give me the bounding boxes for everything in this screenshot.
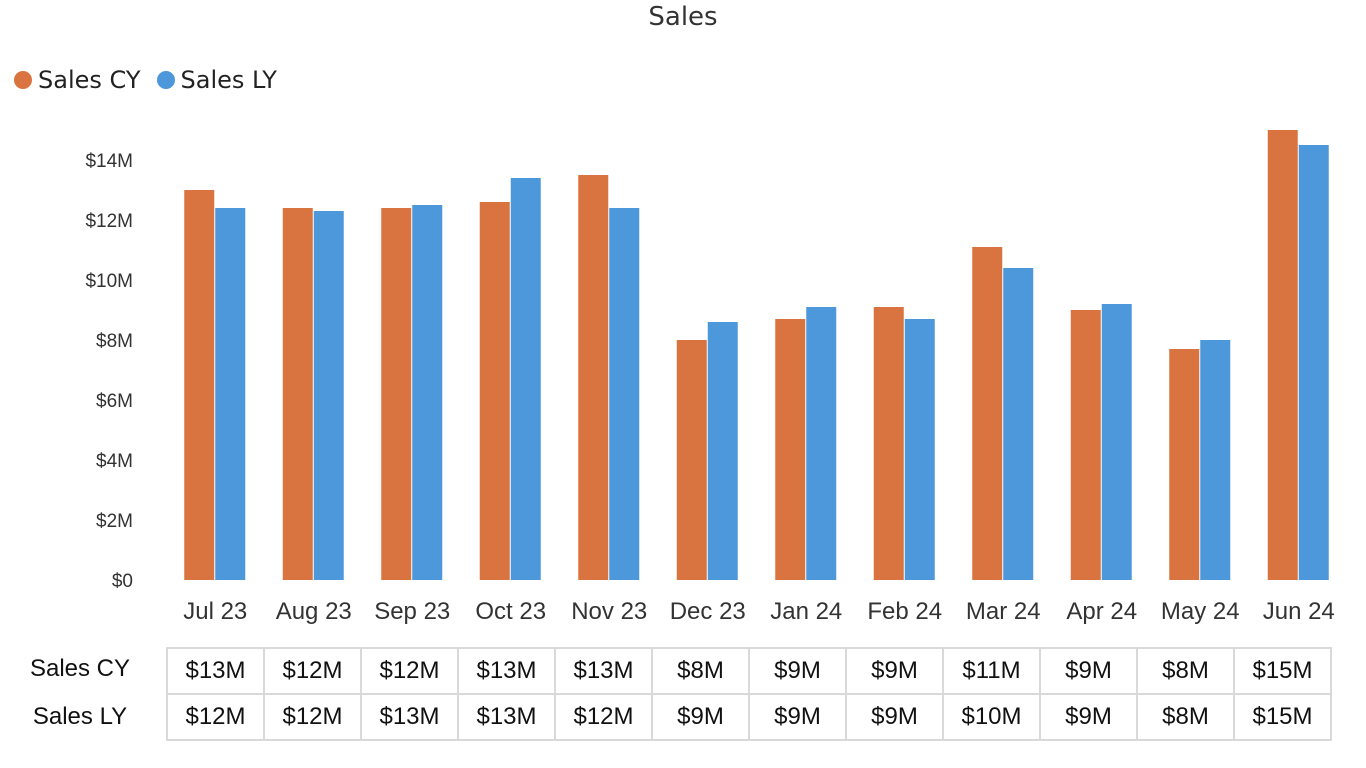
table-cell: $12M <box>360 647 459 695</box>
table-cell: $11M <box>942 647 1041 695</box>
y-tick-label: $6M <box>96 391 133 412</box>
table-cell: $8M <box>1136 693 1235 741</box>
table-cell: $10M <box>942 693 1041 741</box>
bar-chart-plot: $0 $2M $4M $6M $8M $10M $12M $14M Jul 23 Aug 23 Se… <box>85 130 1335 625</box>
table-cell: $8M <box>1136 647 1235 695</box>
bar-sales-ly[interactable] <box>609 208 640 580</box>
y-tick-label: $10M <box>85 271 133 292</box>
table-cell: $9M <box>651 693 750 741</box>
legend: Sales CY Sales LY <box>14 66 287 94</box>
y-tick-label: $2M <box>96 511 133 532</box>
table-cell: $9M <box>845 693 944 741</box>
bar-sales-ly[interactable] <box>1003 268 1034 580</box>
table-row: $12M $12M $13M $13M $12M $9M $9M $9M $10M $9M $8M $… <box>166 693 1332 741</box>
x-tick-label: Oct 23 <box>475 598 546 625</box>
bar-sales-ly[interactable] <box>215 208 246 580</box>
y-tick-label: $8M <box>96 331 133 352</box>
legend-item-sales-cy[interactable]: Sales CY <box>14 66 141 94</box>
bar-sales-cy[interactable] <box>578 175 609 580</box>
bar-sales-ly[interactable] <box>313 211 344 580</box>
x-tick-label: Aug 23 <box>276 598 352 625</box>
bar-sales-cy[interactable] <box>184 190 215 580</box>
x-tick-label: Mar 24 <box>966 598 1041 625</box>
bar-sales-cy[interactable] <box>1169 349 1200 580</box>
bar-sales-cy[interactable] <box>282 208 313 580</box>
bar-sales-cy[interactable] <box>381 208 412 580</box>
bar-sales-ly[interactable] <box>1298 145 1329 580</box>
x-tick-label: May 24 <box>1161 598 1240 625</box>
x-tick-label: Jul 23 <box>183 598 247 625</box>
table-cell: $13M <box>554 647 653 695</box>
legend-label-sales-cy: Sales CY <box>38 66 141 94</box>
table-row-label-sales-ly: Sales LY <box>32 703 128 730</box>
table-cell: $9M <box>1039 693 1138 741</box>
x-tick-label: Jan 24 <box>770 598 842 625</box>
legend-label-sales-ly: Sales LY <box>180 66 277 94</box>
bar-sales-cy[interactable] <box>1267 130 1298 580</box>
bar-sales-ly[interactable] <box>1101 304 1132 580</box>
legend-item-sales-ly[interactable]: Sales LY <box>156 66 277 94</box>
bar-sales-cy[interactable] <box>873 307 904 580</box>
table-cell: $13M <box>166 647 265 695</box>
x-tick-label: Sep 23 <box>374 598 450 625</box>
table-cell: $12M <box>263 647 362 695</box>
table-cell: $9M <box>845 647 944 695</box>
table-cell: $13M <box>457 693 556 741</box>
bar-sales-cy[interactable] <box>972 247 1003 580</box>
bar-sales-ly[interactable] <box>806 307 837 580</box>
y-tick-label: $4M <box>96 451 133 472</box>
table-cell: $15M <box>1233 693 1332 741</box>
table-cell: $13M <box>360 693 459 741</box>
bar-sales-ly[interactable] <box>904 319 935 580</box>
table-cell: $12M <box>554 693 653 741</box>
table-row: $13M $12M $12M $13M $13M $8M $9M $9M $11M $9M $8M $… <box>166 647 1332 695</box>
bar-sales-cy[interactable] <box>1070 310 1101 580</box>
bar-sales-ly[interactable] <box>707 322 738 580</box>
table-cell: $9M <box>1039 647 1138 695</box>
y-tick-label: $12M <box>85 211 133 232</box>
bar-sales-ly[interactable] <box>412 205 443 580</box>
bar-sales-cy[interactable] <box>676 340 707 580</box>
table-cell: $15M <box>1233 647 1332 695</box>
y-tick-label: $14M <box>85 151 133 172</box>
table-cell: $12M <box>263 693 362 741</box>
table-row-label-sales-cy: Sales CY <box>29 655 131 682</box>
table-cell: $9M <box>748 647 847 695</box>
bar-sales-cy[interactable] <box>775 319 806 580</box>
chart-title: Sales <box>648 2 718 32</box>
table-cell: $13M <box>457 647 556 695</box>
table-cell: $12M <box>166 693 265 741</box>
data-table: $13M $12M $12M $13M $13M $8M $9M $9M $11M $9M $8M $… <box>166 647 1332 741</box>
x-tick-label: Dec 23 <box>670 598 746 625</box>
table-cell: $9M <box>748 693 847 741</box>
legend-dot-sales-cy <box>14 71 32 89</box>
x-tick-label: Jun 24 <box>1263 598 1335 625</box>
table-cell: $8M <box>651 647 750 695</box>
bar-sales-cy[interactable] <box>479 202 510 580</box>
y-tick-label: $0 <box>112 571 133 592</box>
legend-dot-sales-ly <box>156 71 175 89</box>
bar-sales-ly[interactable] <box>510 178 541 580</box>
x-tick-label: Nov 23 <box>571 598 647 625</box>
x-tick-label: Apr 24 <box>1066 598 1137 625</box>
x-tick-label: Feb 24 <box>867 598 942 625</box>
bar-sales-ly[interactable] <box>1200 340 1231 580</box>
